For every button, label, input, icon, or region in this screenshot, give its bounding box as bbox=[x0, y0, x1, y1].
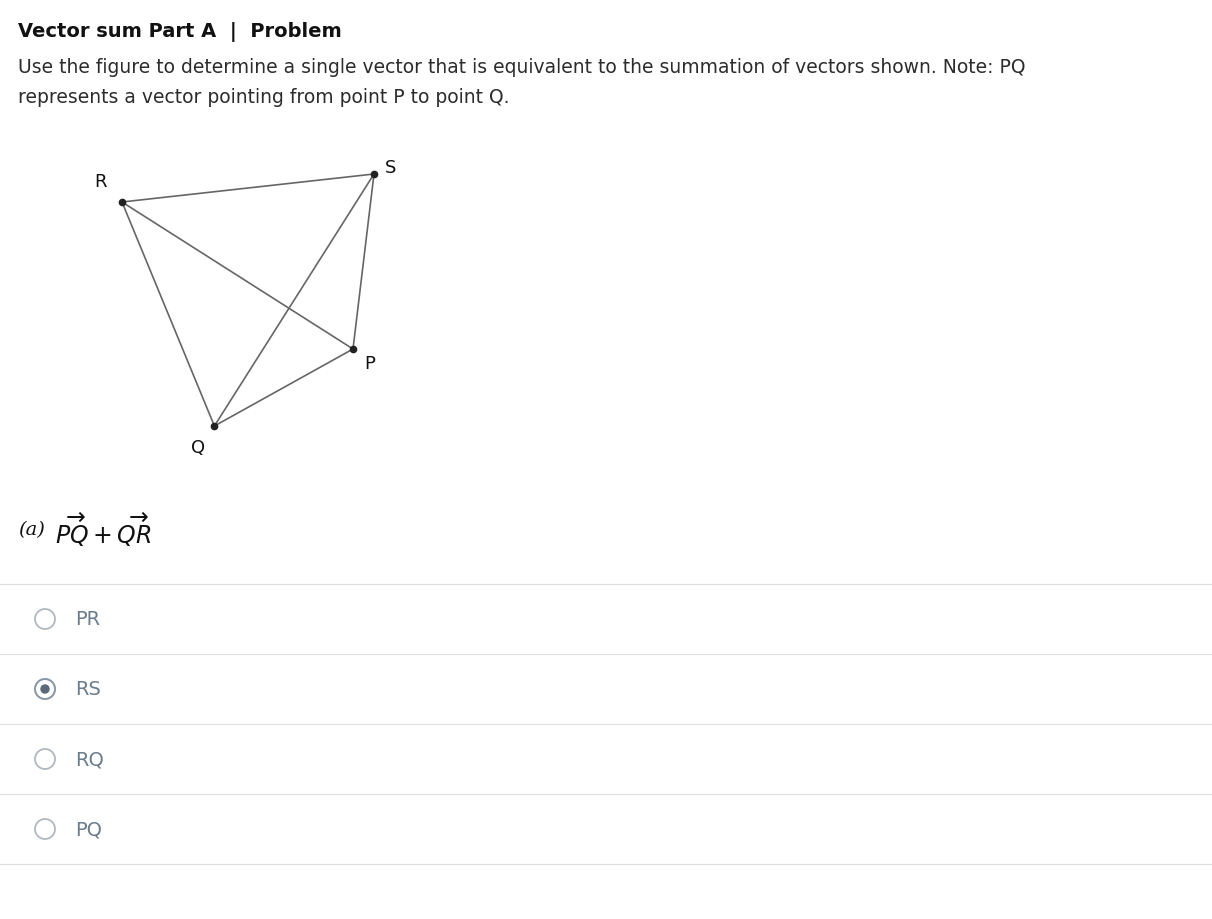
Circle shape bbox=[41, 686, 48, 693]
Text: Q: Q bbox=[190, 438, 205, 457]
Text: P: P bbox=[365, 355, 376, 372]
Text: RS: RS bbox=[75, 680, 101, 698]
Text: S: S bbox=[385, 159, 396, 176]
Text: PR: PR bbox=[75, 610, 101, 629]
Text: R: R bbox=[95, 173, 107, 191]
Text: Use the figure to determine a single vector that is equivalent to the summation : Use the figure to determine a single vec… bbox=[18, 58, 1025, 77]
Text: PQ: PQ bbox=[75, 820, 102, 838]
Text: represents a vector pointing from point P to point Q.: represents a vector pointing from point … bbox=[18, 88, 509, 107]
Text: (a): (a) bbox=[18, 520, 45, 539]
Text: $\overrightarrow{PQ} + \overrightarrow{QR}$: $\overrightarrow{PQ} + \overrightarrow{Q… bbox=[55, 510, 152, 549]
Text: RQ: RQ bbox=[75, 750, 104, 768]
Text: Vector sum Part A  |  Problem: Vector sum Part A | Problem bbox=[18, 22, 342, 42]
